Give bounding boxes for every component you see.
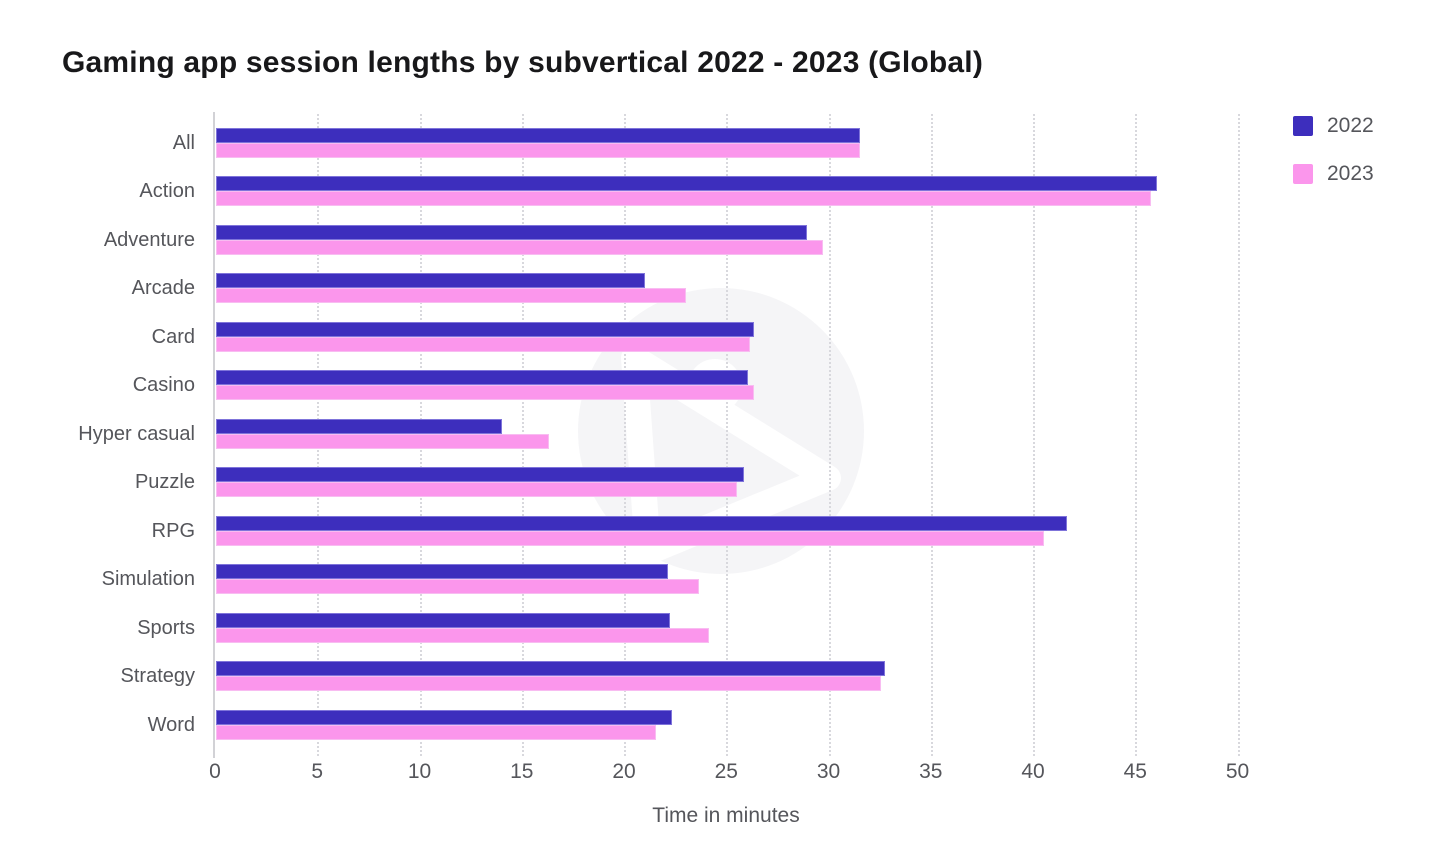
gridline-25 [726, 114, 729, 756]
bar-2023-arcade [216, 288, 687, 303]
bar-2023-strategy [216, 676, 881, 691]
x-tick-label-10: 10 [407, 760, 432, 783]
bar-2022-word [216, 709, 673, 725]
legend-swatch-2022 [1293, 116, 1313, 136]
bar-2023-adventure [216, 239, 824, 255]
gridline-35 [930, 114, 933, 756]
category-label-card: Card [151, 325, 195, 348]
gridline-30 [828, 114, 831, 756]
x-tick-label-30: 30 [816, 760, 841, 783]
x-tick-label-40: 40 [1021, 760, 1045, 783]
gridline-40 [1033, 114, 1035, 756]
bar-2022-adventure [216, 224, 807, 240]
x-tick-label-50: 50 [1225, 760, 1250, 783]
category-label-adventure: Adventure [103, 228, 195, 251]
bar-2022-simulation [216, 564, 668, 579]
x-tick-label-15: 15 [510, 760, 534, 783]
category-label-all: All [172, 131, 195, 154]
category-label-simulation: Simulation [101, 568, 195, 590]
bar-2023-word [216, 724, 656, 740]
x-tick-label-5: 5 [311, 760, 324, 783]
bar-2023-all [216, 142, 861, 158]
bar-2023-hyper-casual [216, 433, 550, 449]
category-label-rpg: RPG [151, 519, 195, 542]
bar-2023-sports [216, 627, 709, 643]
bar-2023-rpg [216, 530, 1045, 546]
bar-2022-puzzle [216, 467, 744, 482]
category-label-action: Action [139, 180, 195, 202]
bar-2023-puzzle [216, 482, 738, 497]
bar-2023-casino [216, 385, 754, 400]
bar-2022-all [216, 127, 861, 143]
category-label-casino: Casino [132, 374, 195, 396]
bar-2022-arcade [216, 273, 646, 288]
legend-item-2022: 2022 [1293, 114, 1374, 138]
x-tick-label-20: 20 [612, 760, 636, 783]
bar-2023-simulation [216, 579, 699, 594]
category-label-arcade: Arcade [131, 277, 195, 299]
bar-2022-casino [216, 370, 748, 385]
chart-legend: 2022 2023 [1293, 114, 1374, 186]
legend-label-2022: 2022 [1327, 114, 1374, 137]
category-label-strategy: Strategy [120, 665, 195, 687]
category-label-sports: Sports [137, 616, 195, 639]
category-label-puzzle: Puzzle [134, 471, 195, 493]
bar-2023-action [216, 191, 1151, 206]
x-tick-label-35: 35 [919, 760, 943, 783]
chart-title: Gaming app session lengths by subvertica… [62, 46, 984, 79]
y-axis-line [213, 112, 215, 758]
bar-2022-strategy [216, 661, 885, 676]
x-tick-label-45: 45 [1123, 760, 1147, 783]
category-label-word: Word [147, 713, 195, 736]
bar-2022-action [216, 176, 1157, 191]
category-label-hyper-casual: Hyper casual [78, 422, 195, 445]
x-tick-label-0: 0 [209, 760, 221, 783]
gridline-20 [624, 114, 626, 756]
bar-2022-sports [216, 612, 670, 628]
bar-2023-card [216, 336, 750, 352]
bar-2022-card [216, 321, 754, 337]
x-tick-label-25: 25 [714, 760, 738, 783]
x-axis-title: Time in minutes [652, 804, 800, 827]
bar-2022-hyper-casual [216, 418, 503, 434]
bar-2022-rpg [216, 515, 1067, 531]
legend-item-2023: 2023 [1293, 162, 1374, 186]
legend-label-2023: 2023 [1327, 162, 1374, 185]
gridline-50 [1237, 114, 1240, 756]
legend-swatch-2023 [1293, 164, 1313, 184]
gridline-45 [1135, 114, 1138, 756]
